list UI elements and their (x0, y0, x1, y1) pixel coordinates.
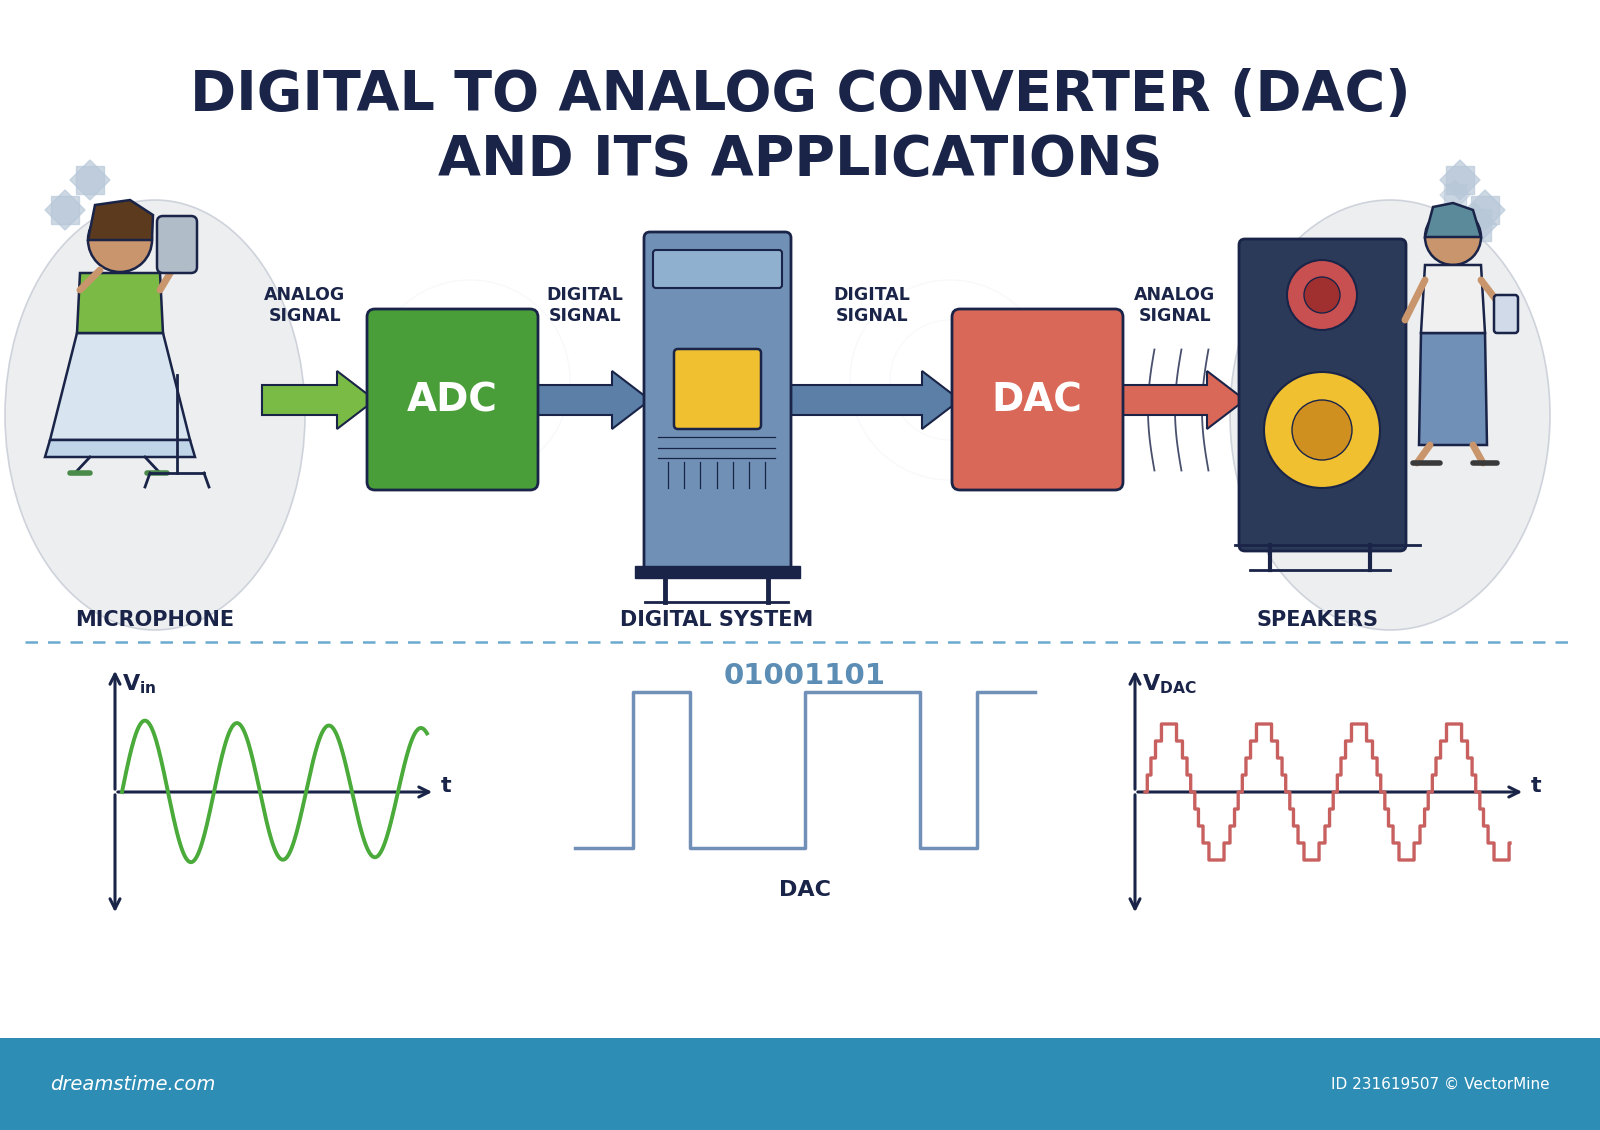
Polygon shape (1421, 266, 1485, 333)
Polygon shape (1445, 184, 1466, 206)
Polygon shape (1446, 166, 1474, 194)
Text: $\mathbf{t}$: $\mathbf{t}$ (440, 776, 453, 796)
Text: ADC: ADC (406, 381, 498, 419)
Text: DAC: DAC (992, 381, 1083, 419)
Polygon shape (75, 166, 104, 194)
Polygon shape (1440, 160, 1480, 200)
Polygon shape (45, 440, 195, 457)
FancyBboxPatch shape (1238, 240, 1406, 551)
Text: DIGITAL SYSTEM: DIGITAL SYSTEM (621, 610, 814, 631)
Text: ID 231619507 © VectorMine: ID 231619507 © VectorMine (1331, 1077, 1550, 1092)
Text: DIGITAL
SIGNAL: DIGITAL SIGNAL (547, 286, 624, 325)
Circle shape (88, 208, 152, 272)
FancyBboxPatch shape (653, 250, 782, 288)
Polygon shape (1470, 195, 1499, 224)
Text: $\mathbf{t}$: $\mathbf{t}$ (1530, 776, 1542, 796)
Text: 01001101: 01001101 (725, 662, 886, 690)
Text: DIGITAL TO ANALOG CONVERTER (DAC): DIGITAL TO ANALOG CONVERTER (DAC) (190, 68, 1410, 122)
Ellipse shape (5, 200, 306, 631)
Text: $\mathbf{V_{in}}$: $\mathbf{V_{in}}$ (122, 672, 157, 696)
Circle shape (1286, 260, 1357, 330)
Ellipse shape (1230, 200, 1550, 631)
Polygon shape (1419, 333, 1486, 445)
Polygon shape (1440, 180, 1470, 210)
Polygon shape (530, 371, 650, 429)
Polygon shape (1466, 190, 1506, 231)
Text: ANALOG
SIGNAL: ANALOG SIGNAL (264, 286, 346, 325)
Text: AND ITS APPLICATIONS: AND ITS APPLICATIONS (438, 133, 1162, 186)
Polygon shape (70, 160, 110, 200)
Circle shape (1426, 209, 1482, 266)
Polygon shape (1426, 203, 1482, 237)
Polygon shape (1459, 209, 1491, 241)
Text: dreamstime.com: dreamstime.com (50, 1075, 216, 1094)
Circle shape (1264, 372, 1379, 488)
Text: ANALOG
SIGNAL: ANALOG SIGNAL (1134, 286, 1216, 325)
Polygon shape (88, 200, 154, 240)
FancyBboxPatch shape (952, 308, 1123, 490)
Polygon shape (1115, 371, 1245, 429)
FancyBboxPatch shape (366, 308, 538, 490)
Bar (0, 1038, 1600, 1130)
FancyBboxPatch shape (674, 349, 762, 429)
Text: MICROPHONE: MICROPHONE (75, 610, 235, 631)
Polygon shape (51, 195, 78, 224)
Text: $\mathbf{V_{DAC}}$: $\mathbf{V_{DAC}}$ (1142, 672, 1197, 696)
Text: DIGITAL
SIGNAL: DIGITAL SIGNAL (834, 286, 910, 325)
Polygon shape (1453, 203, 1498, 247)
Bar (635, 566, 800, 579)
Circle shape (1304, 277, 1341, 313)
FancyBboxPatch shape (643, 232, 790, 574)
Polygon shape (262, 371, 374, 429)
Text: DAC: DAC (779, 880, 830, 899)
Circle shape (1293, 400, 1352, 460)
FancyBboxPatch shape (157, 216, 197, 273)
Polygon shape (77, 273, 163, 333)
Polygon shape (50, 333, 190, 440)
Polygon shape (786, 371, 960, 429)
Polygon shape (45, 190, 85, 231)
Text: SPEAKERS: SPEAKERS (1258, 610, 1379, 631)
FancyBboxPatch shape (1494, 295, 1518, 333)
